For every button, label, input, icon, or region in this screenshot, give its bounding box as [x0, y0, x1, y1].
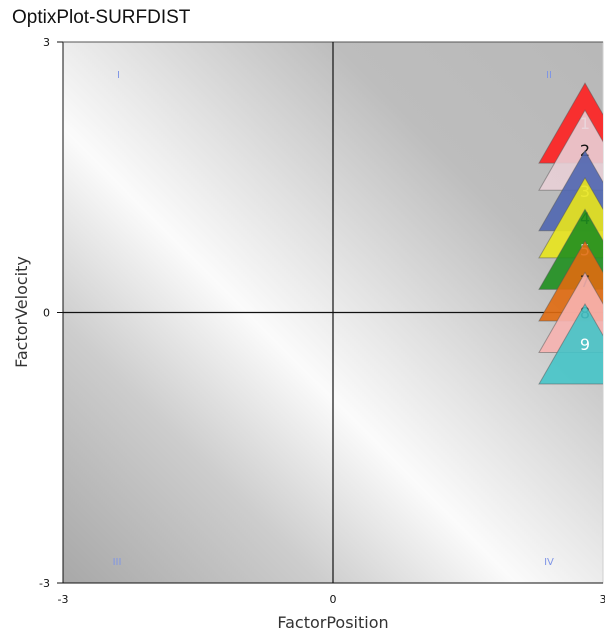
y-tick-label: 3 — [43, 36, 50, 49]
x-tick-label: 0 — [330, 593, 337, 606]
quadrant-label-ii: II — [546, 70, 552, 81]
x-tick-label: 3 — [600, 593, 605, 606]
point-label: 9 — [580, 335, 590, 354]
quadrant-label-i: I — [117, 70, 120, 81]
quadrant-label-iii: III — [113, 557, 122, 568]
y-axis-label: FactorVelocity — [12, 256, 31, 368]
quadrant-label-iv: IV — [544, 557, 554, 568]
x-axis-label: FactorPosition — [277, 613, 388, 632]
y-tick-label: -3 — [39, 577, 50, 590]
y-tick-label: 0 — [43, 307, 50, 320]
x-tick-label: -3 — [58, 593, 69, 606]
